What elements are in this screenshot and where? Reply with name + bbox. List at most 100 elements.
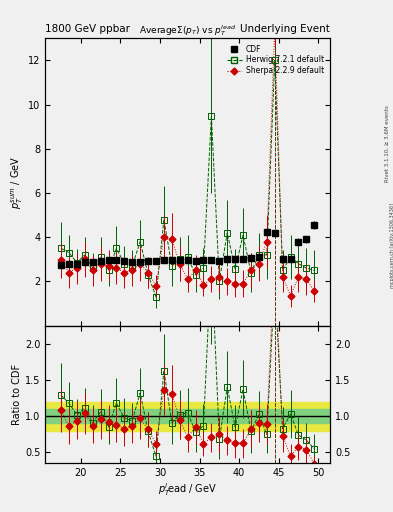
Herwig 7.2.1 default <box>249 269 253 275</box>
CDF <box>257 254 261 260</box>
Sherpa 2.2.9 default <box>304 276 309 282</box>
Text: mcplots.cern.ch [arXiv:1306.3436]: mcplots.cern.ch [arXiv:1306.3436] <box>390 203 393 288</box>
Herwig 7.2.1 default <box>177 256 182 262</box>
Sherpa 2.2.9 default <box>177 261 182 267</box>
Herwig 7.2.1 default <box>264 252 269 258</box>
CDF <box>177 258 182 264</box>
CDF <box>233 256 237 262</box>
Sherpa 2.2.9 default <box>130 267 135 273</box>
Sherpa 2.2.9 default <box>296 274 301 280</box>
CDF <box>217 258 222 264</box>
Herwig 7.2.1 default <box>304 265 309 271</box>
CDF <box>90 259 95 265</box>
CDF <box>225 256 230 262</box>
Sherpa 2.2.9 default <box>264 239 269 245</box>
Herwig 7.2.1 default <box>146 272 151 278</box>
Herwig 7.2.1 default <box>114 245 119 251</box>
Text: Underlying Event: Underlying Event <box>240 24 330 34</box>
Herwig 7.2.1 default <box>288 254 293 260</box>
Herwig 7.2.1 default <box>209 113 214 119</box>
CDF <box>193 258 198 264</box>
CDF <box>114 257 119 263</box>
Herwig 7.2.1 default <box>83 252 87 258</box>
CDF <box>122 259 127 265</box>
Sherpa 2.2.9 default <box>114 265 119 271</box>
CDF <box>288 256 293 262</box>
CDF <box>154 258 158 264</box>
Text: Rivet 3.1.10, ≥ 3.6M events: Rivet 3.1.10, ≥ 3.6M events <box>385 105 389 182</box>
Herwig 7.2.1 default <box>138 239 143 245</box>
Herwig 7.2.1 default <box>106 267 111 273</box>
Sherpa 2.2.9 default <box>288 293 293 299</box>
Sherpa 2.2.9 default <box>154 283 158 289</box>
Sherpa 2.2.9 default <box>122 269 127 275</box>
CDF <box>130 259 135 265</box>
CDF <box>280 256 285 262</box>
Herwig 7.2.1 default <box>280 267 285 273</box>
CDF <box>296 239 301 245</box>
Herwig 7.2.1 default <box>59 245 63 251</box>
Line: Herwig 7.2.1 default: Herwig 7.2.1 default <box>58 58 317 300</box>
Herwig 7.2.1 default <box>130 263 135 269</box>
CDF <box>98 258 103 264</box>
Herwig 7.2.1 default <box>185 254 190 260</box>
Sherpa 2.2.9 default <box>209 276 214 282</box>
Sherpa 2.2.9 default <box>280 274 285 280</box>
Sherpa 2.2.9 default <box>98 261 103 267</box>
CDF <box>75 261 79 267</box>
Sherpa 2.2.9 default <box>233 281 237 287</box>
CDF <box>201 257 206 263</box>
Sherpa 2.2.9 default <box>272 24 277 30</box>
Herwig 7.2.1 default <box>257 252 261 258</box>
Sherpa 2.2.9 default <box>312 288 317 294</box>
Sherpa 2.2.9 default <box>217 274 222 280</box>
Line: CDF: CDF <box>58 222 318 269</box>
Line: Sherpa 2.2.9 default: Sherpa 2.2.9 default <box>59 25 317 298</box>
Sherpa 2.2.9 default <box>138 261 143 267</box>
Herwig 7.2.1 default <box>225 230 230 236</box>
Sherpa 2.2.9 default <box>59 258 63 264</box>
Sherpa 2.2.9 default <box>146 269 151 275</box>
Sherpa 2.2.9 default <box>201 282 206 288</box>
Herwig 7.2.1 default <box>90 265 95 271</box>
Sherpa 2.2.9 default <box>83 256 87 262</box>
Sherpa 2.2.9 default <box>162 234 166 240</box>
CDF <box>264 228 269 234</box>
Title: Average$\Sigma(p_T)$ vs $p_T^{lead}$: Average$\Sigma(p_T)$ vs $p_T^{lead}$ <box>139 24 236 38</box>
CDF <box>272 230 277 236</box>
Sherpa 2.2.9 default <box>193 267 198 273</box>
Herwig 7.2.1 default <box>66 249 71 255</box>
Sherpa 2.2.9 default <box>90 267 95 273</box>
CDF <box>169 257 174 263</box>
Sherpa 2.2.9 default <box>75 265 79 271</box>
Herwig 7.2.1 default <box>162 217 166 223</box>
CDF <box>304 237 309 243</box>
Text: CDF_2001_S4751469: CDF_2001_S4751469 <box>154 260 221 265</box>
Legend: CDF, Herwig 7.2.1 default, Sherpa 2.2.9 default: CDF, Herwig 7.2.1 default, Sherpa 2.2.9 … <box>224 42 326 78</box>
CDF <box>146 258 151 264</box>
CDF <box>66 261 71 267</box>
CDF <box>162 258 166 264</box>
Herwig 7.2.1 default <box>122 261 127 267</box>
Herwig 7.2.1 default <box>272 57 277 63</box>
Y-axis label: Ratio to CDF: Ratio to CDF <box>12 364 22 425</box>
CDF <box>312 222 317 228</box>
Sherpa 2.2.9 default <box>257 261 261 267</box>
Sherpa 2.2.9 default <box>106 263 111 269</box>
Herwig 7.2.1 default <box>193 272 198 278</box>
CDF <box>83 259 87 265</box>
Sherpa 2.2.9 default <box>169 237 174 243</box>
CDF <box>249 255 253 261</box>
Herwig 7.2.1 default <box>75 260 79 266</box>
Sherpa 2.2.9 default <box>66 269 71 275</box>
Sherpa 2.2.9 default <box>241 281 245 287</box>
Herwig 7.2.1 default <box>217 279 222 285</box>
CDF <box>138 259 143 265</box>
Herwig 7.2.1 default <box>201 265 206 271</box>
Sherpa 2.2.9 default <box>185 276 190 282</box>
Sherpa 2.2.9 default <box>249 267 253 273</box>
CDF <box>59 262 63 268</box>
Herwig 7.2.1 default <box>169 263 174 269</box>
CDF <box>209 257 214 263</box>
Herwig 7.2.1 default <box>312 267 317 273</box>
